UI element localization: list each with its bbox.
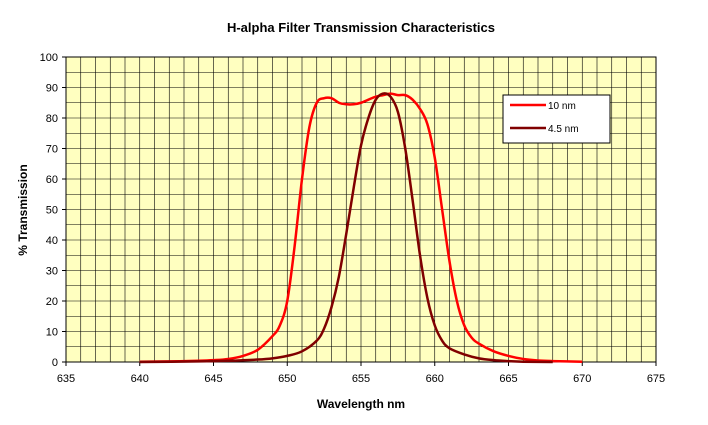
x-tick-label: 655 xyxy=(352,373,370,385)
x-tick-label: 670 xyxy=(573,373,591,385)
chart-title: H-alpha Filter Transmission Characterist… xyxy=(227,20,495,35)
series-layer xyxy=(139,92,583,364)
grid xyxy=(65,56,657,363)
y-tick-label: 30 xyxy=(46,266,58,278)
legend-label: 10 nm xyxy=(548,101,576,112)
y-axis-title: % Transmission xyxy=(16,164,30,255)
y-tick-label: 90 xyxy=(46,83,58,95)
legend-box xyxy=(502,94,611,144)
x-tick-label: 650 xyxy=(278,373,296,385)
y-tick-label: 100 xyxy=(40,52,58,64)
series-line-2 xyxy=(139,92,553,364)
x-axis-title: Wavelength nm xyxy=(317,397,405,411)
y-tick-label: 20 xyxy=(46,296,58,308)
series-line-1 xyxy=(139,92,583,363)
y-tick-label: 40 xyxy=(46,235,58,247)
tick-labels: 635 640 645 650 655 660 665 670 675 0 10 20 30 40 50 60… xyxy=(40,52,666,385)
x-tick-label: 660 xyxy=(426,373,444,385)
legend: 10 nm 4.5 nm xyxy=(502,94,611,144)
x-tick-label: 635 xyxy=(57,373,75,385)
x-tick-label: 645 xyxy=(204,373,222,385)
y-tick-label: 10 xyxy=(46,327,58,339)
x-tick-label: 675 xyxy=(647,373,665,385)
y-tick-label: 0 xyxy=(52,357,58,369)
x-tick-label: 665 xyxy=(499,373,517,385)
y-tick-label: 50 xyxy=(46,205,58,217)
y-tick-label: 70 xyxy=(46,144,58,156)
legend-label: 4.5 nm xyxy=(548,124,579,135)
x-tick-label: 640 xyxy=(131,373,149,385)
y-tick-label: 80 xyxy=(46,113,58,125)
y-tick-label: 60 xyxy=(46,174,58,186)
